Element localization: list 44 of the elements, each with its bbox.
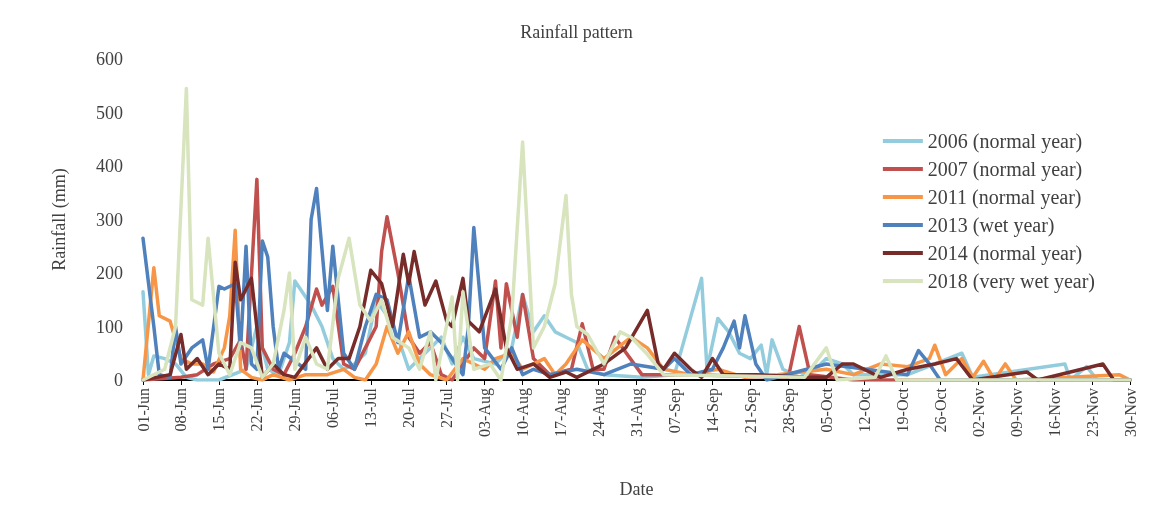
y-axis-title: Rainfall (mm) <box>49 168 70 271</box>
x-tick-label: 21-Sep <box>741 388 760 434</box>
x-tick-label: 03-Aug <box>476 388 495 437</box>
legend-label: 2007 (normal year) <box>927 158 1083 181</box>
x-tick-label: 26-Oct <box>931 387 949 433</box>
x-tick-label: 06-Jul <box>324 387 342 428</box>
x-tick-label: 14-Sep <box>703 388 722 434</box>
x-tick-label: 07-Sep <box>665 388 684 434</box>
x-tick-label: 20-Jul <box>400 387 418 428</box>
legend-label: 2013 (wet year) <box>927 214 1055 237</box>
x-tick-label: 28-Sep <box>779 388 798 434</box>
x-tick-label: 13-Jul <box>362 387 380 428</box>
legend-label: 2011 (normal year) <box>927 186 1082 209</box>
x-tick-label: 10-Aug <box>514 388 533 437</box>
legend-label: 2018 (very wet year) <box>927 270 1096 293</box>
x-tick-label: 30-Nov <box>1121 388 1139 437</box>
y-tick-label: 500 <box>96 102 123 123</box>
x-tick-label: 23-Nov <box>1083 388 1101 437</box>
legend-label: 2006 (normal year) <box>927 130 1083 153</box>
x-tick-label: 16-Nov <box>1045 388 1063 437</box>
x-tick-label: 22-Jun <box>248 388 266 432</box>
line-series <box>141 86 1132 382</box>
y-tick-label: 300 <box>96 209 123 230</box>
y-tick-label: 0 <box>114 370 123 390</box>
x-tick-label: 24-Aug <box>590 388 609 437</box>
chart-title: Rainfall pattern <box>520 22 633 42</box>
y-tick-label: 600 <box>96 49 123 69</box>
x-tick-label: 19-Oct <box>893 387 911 433</box>
x-tick-label: 09-Nov <box>1007 388 1025 437</box>
x-tick-label: 15-Jun <box>210 388 228 432</box>
x-tick-label: 05-Oct <box>817 387 835 433</box>
x-tick-label: 29-Jun <box>286 388 304 432</box>
y-tick-label: 100 <box>96 316 123 337</box>
y-tick-label: 200 <box>96 263 123 283</box>
x-tick-label: 02-Nov <box>969 388 987 437</box>
x-tick-label: 01-Jun <box>134 388 152 432</box>
x-tick-label: 31-Aug <box>628 388 646 437</box>
x-axis-title: Date <box>619 479 654 499</box>
x-tick-label: 12-Oct <box>855 387 873 433</box>
x-tick-label: 08-Jun <box>172 388 190 432</box>
x-tick-label: 27-Jul <box>438 387 456 428</box>
x-tick-label: 17-Aug <box>552 388 571 437</box>
y-tick-label: 400 <box>96 156 123 176</box>
legend-label: 2014 (normal year) <box>927 242 1083 265</box>
